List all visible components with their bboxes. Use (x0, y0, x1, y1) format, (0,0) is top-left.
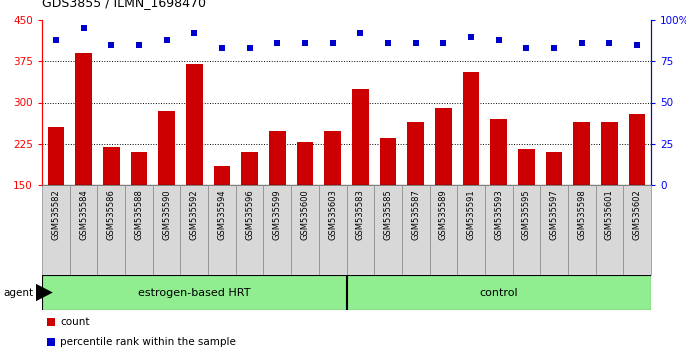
Point (466, 34, 477, 39)
Bar (269, 131, 285, 268)
Text: GSM535592: GSM535592 (190, 189, 199, 240)
Text: GSM535602: GSM535602 (632, 189, 641, 240)
Bar (347, 275, 651, 310)
Text: GSM535583: GSM535583 (356, 189, 365, 240)
Point (272, 40, 283, 46)
Point (50, 37, 61, 42)
Bar (595, 185, 624, 275)
Text: percentile rank within the sample: percentile rank within the sample (60, 337, 236, 347)
Point (189, 30, 200, 36)
Bar (374, 185, 402, 275)
Point (355, 30, 366, 36)
Bar (47, 127, 64, 268)
Text: GSM535587: GSM535587 (411, 189, 421, 240)
Point (521, 45, 532, 51)
Bar (180, 185, 208, 275)
Bar (186, 64, 202, 268)
Point (161, 37, 172, 42)
Bar (263, 185, 291, 275)
Bar (380, 138, 397, 268)
Bar (75, 53, 92, 268)
Bar (407, 122, 424, 268)
Text: GSM535595: GSM535595 (522, 189, 531, 240)
Point (46, 339, 57, 344)
Bar (601, 122, 618, 268)
Bar (130, 152, 147, 268)
Point (576, 40, 587, 46)
Bar (490, 119, 507, 268)
Text: GSM535597: GSM535597 (549, 189, 558, 240)
Bar (624, 185, 651, 275)
Text: GSM535586: GSM535586 (107, 189, 116, 240)
Point (106, 42, 117, 47)
Bar (573, 122, 590, 268)
Bar (402, 185, 429, 275)
Bar (241, 152, 258, 268)
Point (383, 40, 394, 46)
Bar (458, 185, 485, 275)
Polygon shape (36, 284, 53, 301)
Text: agent: agent (3, 287, 34, 297)
Text: GSM535594: GSM535594 (217, 189, 226, 240)
Bar (629, 114, 646, 268)
Point (632, 42, 643, 47)
Point (493, 37, 504, 42)
Bar (236, 185, 263, 275)
Text: GSM535603: GSM535603 (328, 189, 337, 240)
Text: GSM535600: GSM535600 (300, 189, 309, 240)
Bar (541, 185, 568, 275)
Point (244, 45, 255, 51)
Bar (208, 185, 236, 275)
Bar (546, 152, 563, 268)
Bar (153, 185, 180, 275)
Bar (463, 72, 480, 268)
Point (300, 40, 311, 46)
Bar (97, 185, 125, 275)
Bar (125, 185, 153, 275)
Bar (70, 185, 97, 275)
Text: GSM535582: GSM535582 (51, 189, 60, 240)
Bar (512, 185, 541, 275)
Text: GSM535598: GSM535598 (578, 189, 587, 240)
Bar (352, 89, 368, 268)
Point (217, 45, 228, 51)
Bar (485, 185, 512, 275)
Point (327, 40, 338, 46)
Bar (319, 185, 346, 275)
Bar (42, 185, 70, 275)
Point (46, 320, 57, 325)
Bar (435, 108, 451, 268)
Bar (42, 275, 346, 310)
Bar (158, 111, 175, 268)
Point (78, 25, 89, 31)
Bar (324, 131, 341, 268)
Bar (296, 142, 314, 268)
Text: estrogen-based HRT: estrogen-based HRT (138, 287, 250, 297)
Text: GSM535593: GSM535593 (494, 189, 504, 240)
Text: GSM535585: GSM535585 (383, 189, 392, 240)
Bar (213, 166, 230, 268)
Bar (518, 149, 534, 268)
Text: GSM535591: GSM535591 (466, 189, 475, 240)
Point (604, 40, 615, 46)
Point (438, 40, 449, 46)
Point (410, 40, 421, 46)
Bar (429, 185, 458, 275)
Bar (346, 185, 374, 275)
Text: GSM535599: GSM535599 (273, 189, 282, 240)
Text: control: control (480, 287, 518, 297)
Text: GSM535588: GSM535588 (134, 189, 143, 240)
Text: GSM535589: GSM535589 (439, 189, 448, 240)
Text: GSM535601: GSM535601 (605, 189, 614, 240)
Bar (103, 147, 119, 268)
Text: GSM535590: GSM535590 (162, 189, 171, 240)
Bar (568, 185, 595, 275)
Text: count: count (60, 317, 90, 327)
Text: GSM535584: GSM535584 (79, 189, 88, 240)
Text: GDS3855 / ILMN_1698470: GDS3855 / ILMN_1698470 (42, 0, 206, 9)
Text: GSM535596: GSM535596 (245, 189, 254, 240)
Bar (291, 185, 319, 275)
Point (549, 45, 560, 51)
Point (133, 42, 144, 47)
